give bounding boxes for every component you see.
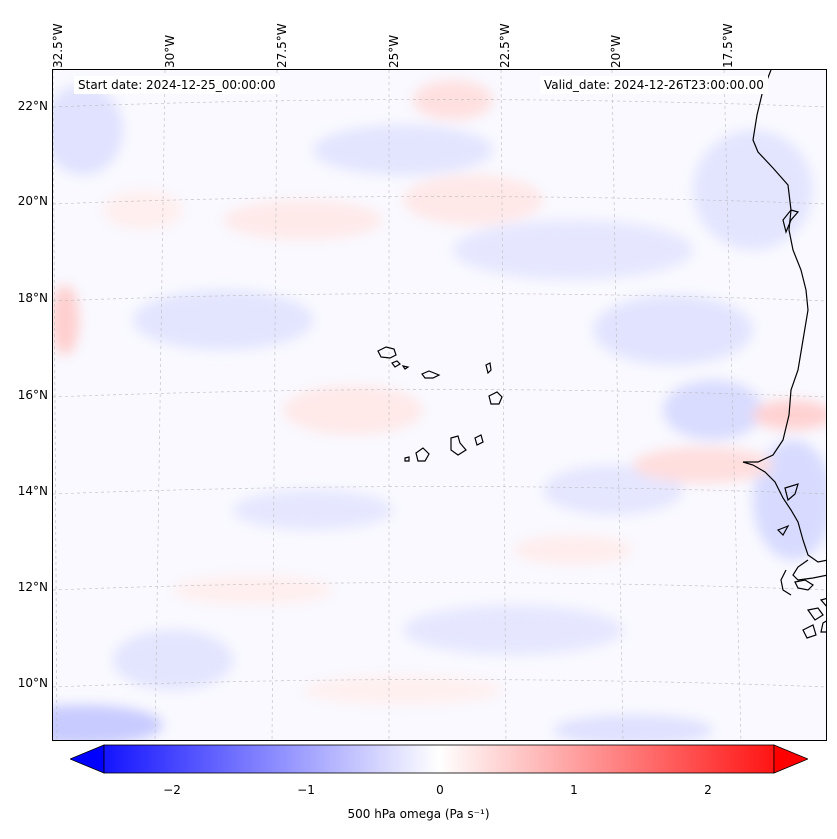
lon-label-20w: 20°W — [609, 34, 623, 68]
colorbar — [70, 744, 808, 774]
start-date-label: Start date: 2024-12-25_00:00:00 — [74, 76, 280, 94]
colorbar-low-extend — [70, 744, 105, 774]
lat-label-18n: 18°N — [17, 291, 48, 305]
colorbar-tick-minus1: −1 — [297, 783, 315, 797]
lon-label-32-5w: 32.5°W — [51, 23, 65, 68]
colorbar-tick-minus2: −2 — [163, 783, 181, 797]
lat-label-20n: 20°N — [17, 194, 48, 208]
lon-label-30w: 30°W — [163, 34, 177, 68]
lon-label-27-5w: 27.5°W — [275, 23, 289, 68]
lat-label-12n: 12°N — [17, 580, 48, 594]
colorbar-label: 500 hPa omega (Pa s⁻¹) — [347, 807, 490, 821]
valid-date-label: Valid_date: 2024-12-26T23:00:00.00 — [540, 76, 768, 94]
cape-verde-islands — [377, 346, 503, 462]
lon-label-17-5w: 17.5°W — [721, 23, 735, 68]
west-africa-coastline — [742, 70, 826, 639]
colorbar-tick-0: 0 — [436, 783, 444, 797]
colorbar-high-extend — [773, 744, 808, 774]
omega-map-panel[interactable] — [52, 69, 827, 741]
colorbar-tick-1: 1 — [570, 783, 578, 797]
lat-label-16n: 16°N — [17, 388, 48, 402]
lat-label-10n: 10°N — [17, 676, 48, 690]
lon-label-25w: 25°W — [387, 34, 401, 68]
lat-label-14n: 14°N — [17, 484, 48, 498]
lon-label-22-5w: 22.5°W — [498, 23, 512, 68]
graticule — [53, 70, 826, 740]
colorbar-tick-2: 2 — [704, 783, 712, 797]
omega-field-svg — [53, 70, 826, 740]
colorbar-gradient — [103, 744, 775, 774]
lat-label-22n: 22°N — [17, 99, 48, 113]
